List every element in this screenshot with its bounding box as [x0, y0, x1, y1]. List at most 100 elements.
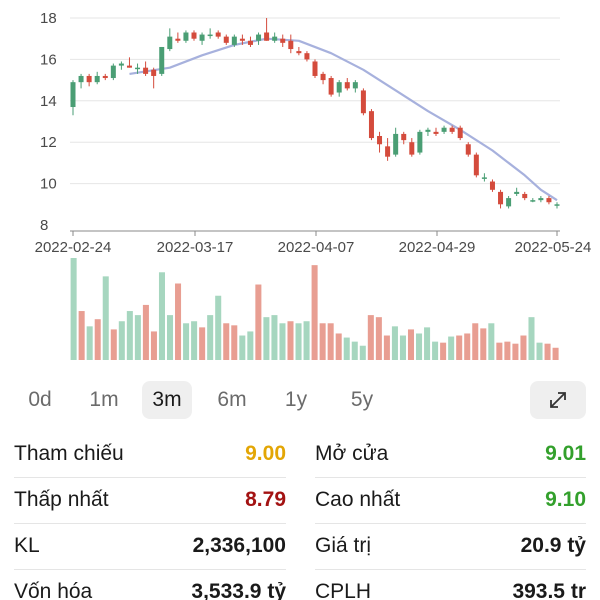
candle-body — [481, 177, 487, 179]
volume-bar — [183, 323, 190, 360]
stat-label: Tham chiếu — [14, 442, 124, 465]
candle-body — [78, 75, 84, 83]
candle-body — [417, 131, 423, 153]
candle-body — [223, 36, 229, 43]
price-chart[interactable]: 18 16 14 12 10 8 2022-02-24 2022-03-17 2022-04-0… — [0, 0, 600, 370]
candle-body — [247, 40, 253, 45]
volume-bar — [343, 337, 350, 360]
candle-body — [118, 63, 124, 66]
volume-bar — [263, 317, 270, 360]
candle-body — [498, 191, 504, 205]
volume-layer — [70, 258, 559, 360]
stat-value: 9.00 — [245, 442, 286, 465]
x-tick-label: 2022-02-24 — [35, 239, 112, 256]
volume-bar — [287, 321, 294, 360]
candle-body — [231, 36, 237, 45]
volume-bar — [86, 326, 93, 360]
volume-bar — [70, 258, 77, 360]
x-tick-label: 2022-03-17 — [157, 239, 234, 256]
volume-bar — [239, 335, 246, 360]
volume-bar — [472, 323, 479, 360]
volume-bar — [303, 321, 310, 360]
candle-body — [328, 78, 334, 95]
expand-arrows-icon — [550, 392, 566, 408]
volume-bar — [150, 331, 157, 360]
candle-body — [135, 67, 141, 70]
volume-bar — [191, 321, 198, 360]
candle-body — [312, 61, 318, 76]
range-tab-0d[interactable]: 0d — [28, 388, 52, 411]
candle-body — [239, 38, 245, 41]
volume-bar — [399, 335, 406, 360]
moving-average-layer — [129, 37, 558, 202]
candle-body — [538, 198, 544, 201]
volume-bar — [464, 333, 471, 360]
volume-bar — [215, 295, 222, 360]
range-tab-1m[interactable]: 1m — [89, 388, 119, 411]
stat-trade-value: Giá trị 20.9 tỷ — [315, 524, 586, 570]
candle-body — [506, 198, 512, 207]
volume-bar — [126, 311, 133, 360]
stat-value: 393.5 tr — [512, 580, 586, 600]
volume-bar — [528, 317, 535, 360]
volume-bar — [279, 323, 286, 360]
range-tab-3m[interactable]: 3m — [142, 381, 192, 419]
candle-body — [280, 38, 286, 43]
volume-bar — [271, 315, 278, 360]
stat-volume: KL 2,336,100 — [14, 524, 286, 570]
candle-body — [433, 131, 439, 134]
volume-bar — [383, 335, 390, 360]
y-tick-label: 12 — [40, 134, 57, 151]
candle-body — [215, 32, 221, 37]
candle-body — [344, 82, 350, 89]
candle-body — [554, 204, 560, 206]
candle-body — [126, 65, 132, 68]
volume-bar — [448, 336, 455, 360]
volume-bar — [520, 335, 527, 360]
y-tick-label: 10 — [40, 176, 57, 193]
volume-bar — [504, 341, 511, 360]
candle-body — [167, 36, 173, 50]
chart-grid — [70, 17, 560, 185]
stat-market-cap: Vốn hóa 3,533.9 tỷ — [14, 570, 286, 600]
volume-bar — [94, 319, 101, 360]
candle-body — [401, 133, 407, 141]
volume-bar — [496, 342, 503, 360]
candle-body — [288, 40, 294, 50]
expand-chart-button[interactable] — [530, 381, 586, 419]
stat-high-price: Cao nhất 9.10 — [315, 478, 586, 524]
candle-body — [256, 34, 262, 41]
volume-bar — [407, 329, 415, 360]
candle-body — [264, 32, 270, 41]
x-tick-label: 2022-05-24 — [515, 239, 592, 256]
volume-bar — [166, 315, 174, 360]
candle-body — [377, 135, 383, 145]
stat-label: Mở cửa — [315, 442, 389, 465]
candle-body — [320, 73, 326, 81]
volume-bar — [480, 328, 487, 360]
volume-bar — [247, 331, 254, 360]
candle-body — [199, 34, 205, 41]
candle-body — [393, 133, 399, 155]
stat-shares-outstanding: CPLH 393.5 tr — [315, 570, 586, 600]
volume-bar — [102, 276, 109, 360]
stat-label: Thấp nhất — [14, 488, 109, 511]
candle-body — [296, 51, 302, 54]
moving-average-line — [129, 37, 558, 202]
candle-body — [191, 32, 197, 39]
candle-body — [425, 129, 431, 132]
volume-bar — [367, 315, 374, 360]
volume-bar — [295, 323, 302, 360]
candle-body — [304, 53, 310, 60]
range-tab-1y[interactable]: 1y — [284, 388, 308, 411]
x-tick-label: 2022-04-07 — [278, 239, 355, 256]
price-chart-svg[interactable]: 18 16 14 12 10 8 2022-02-24 2022-03-17 2022-04-0… — [0, 0, 600, 370]
volume-bar — [488, 323, 495, 360]
stat-label: Cao nhất — [315, 488, 401, 511]
candle-body — [489, 181, 495, 190]
range-tab-5y[interactable]: 5y — [350, 388, 374, 411]
y-tick-label: 18 — [40, 10, 57, 27]
volume-bar — [327, 323, 334, 360]
range-tab-6m[interactable]: 6m — [217, 388, 247, 411]
y-tick-label: 14 — [40, 93, 57, 110]
